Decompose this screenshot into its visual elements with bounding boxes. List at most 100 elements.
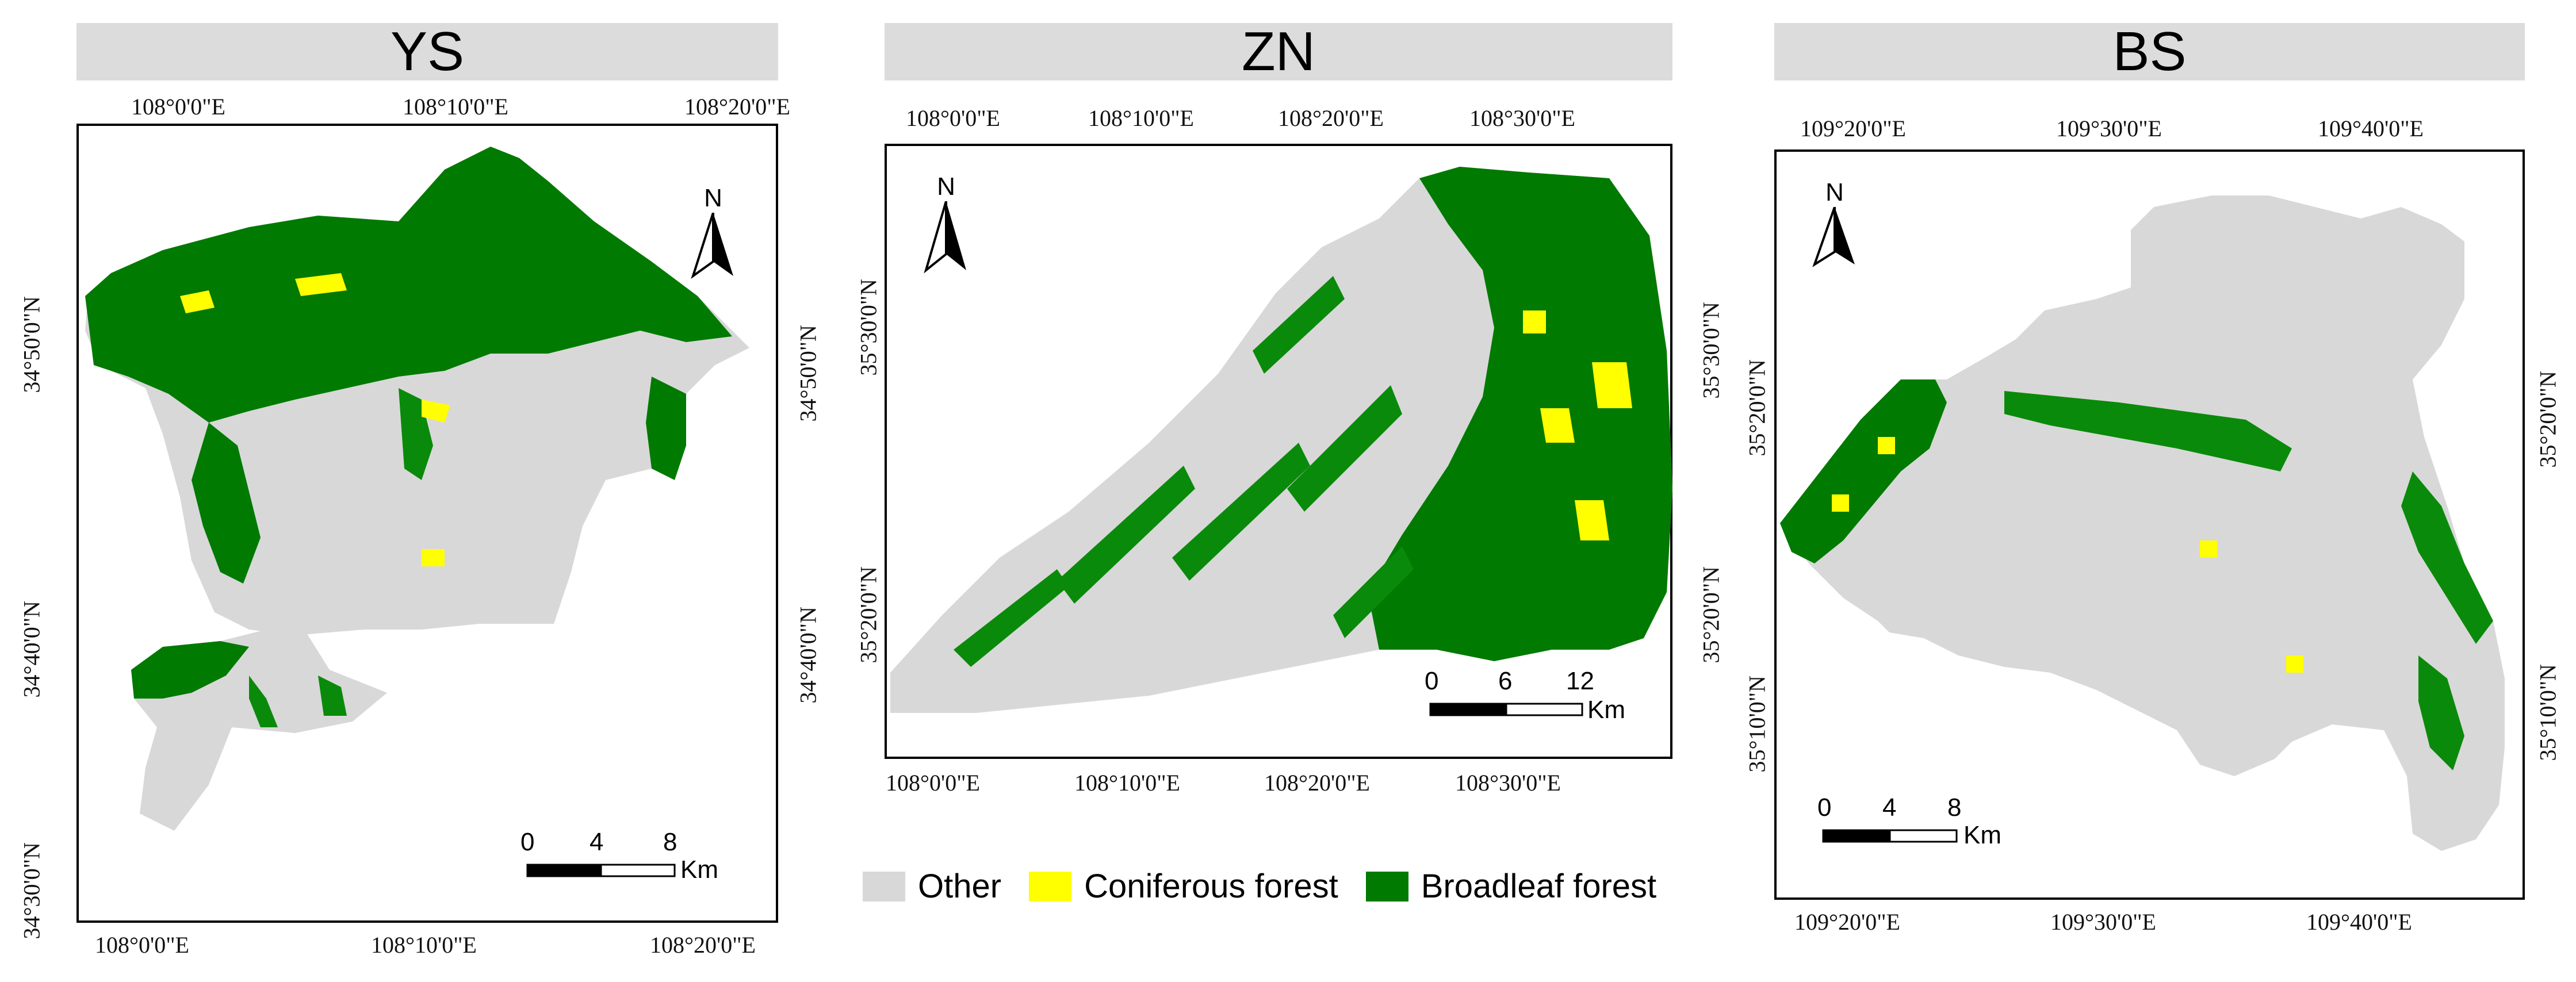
ys-bottom-tick-3: 108°20'0"E bbox=[650, 932, 756, 958]
bs-north-label: N bbox=[1825, 178, 1844, 206]
ys-scale-unit: Km bbox=[680, 856, 718, 884]
zn-region-broadleaf bbox=[1253, 276, 1345, 374]
ys-region-broadleaf bbox=[85, 147, 732, 423]
bs-bottom-tick-1: 109°20'0"E bbox=[1794, 909, 1900, 935]
zn-region-broadleaf bbox=[1057, 466, 1195, 604]
ys-left-tick-1: 34°50'0"N bbox=[18, 296, 45, 393]
zn-region-broadleaf bbox=[1287, 385, 1402, 512]
ys-top-tick-3: 108°20'0"E bbox=[684, 94, 790, 120]
ys-region-coniferous bbox=[180, 290, 215, 313]
zn-right-tick-1: 35°30'0"N bbox=[1698, 302, 1724, 399]
zn-scale-unit: Km bbox=[1587, 696, 1625, 724]
bs-region-coniferous bbox=[2200, 540, 2217, 558]
bs-scale-bar-graphic bbox=[1822, 829, 1958, 843]
ys-region-coniferous bbox=[422, 549, 445, 566]
bs-scalebar: 0 4 8 Km bbox=[1817, 793, 2001, 857]
legend-swatch-other bbox=[863, 871, 905, 902]
bs-left-tick-1: 35°20'0"N bbox=[1744, 359, 1770, 457]
zn-bottom-tick-4: 108°30'0"E bbox=[1455, 770, 1561, 796]
bs-bottom-tick-2: 109°30'0"E bbox=[2050, 909, 2156, 935]
ys-bottom-tick-1: 108°0'0"E bbox=[95, 932, 189, 958]
zn-region-coniferous bbox=[1592, 362, 1632, 408]
bs-left-tick-2: 35°10'0"N bbox=[1744, 676, 1770, 773]
ys-top-tick-1: 108°0'0"E bbox=[131, 94, 225, 120]
panel-title-ys: YS bbox=[76, 23, 778, 80]
ys-north-label: N bbox=[704, 184, 722, 212]
legend-item-coniferous: Coniferous forest bbox=[1029, 867, 1338, 906]
zn-top-tick-2: 108°10'0"E bbox=[1088, 105, 1194, 131]
ys-top-tick-2: 108°10'0"E bbox=[403, 94, 508, 120]
legend-item-other: Other bbox=[863, 867, 1001, 906]
north-arrow-icon bbox=[1812, 206, 1855, 267]
bs-right-tick-1: 35°20'0"N bbox=[2535, 371, 2561, 468]
bs-region-coniferous bbox=[2286, 655, 2303, 673]
ys-right-tick-2: 34°40'0"N bbox=[795, 607, 821, 704]
legend-label-coniferous: Coniferous forest bbox=[1084, 868, 1338, 905]
zn-bottom-tick-1: 108°0'0"E bbox=[886, 770, 980, 796]
bs-bottom-tick-3: 109°40'0"E bbox=[2306, 909, 2412, 935]
legend-label-other: Other bbox=[918, 868, 1002, 905]
bs-top-tick-1: 109°20'0"E bbox=[1800, 116, 1906, 141]
ys-map bbox=[85, 147, 749, 831]
bs-north-arrow: N bbox=[1812, 178, 1858, 273]
ys-lower-region-broadleaf bbox=[131, 641, 249, 699]
zn-region-broadleaf bbox=[1333, 546, 1414, 638]
zn-region-broadleaf bbox=[1172, 443, 1310, 581]
ys-region-coniferous bbox=[422, 400, 450, 423]
zn-map bbox=[890, 167, 1672, 713]
zn-right-tick-2: 35°20'0"N bbox=[1698, 566, 1724, 663]
bs-scale-max: 8 bbox=[1947, 793, 1962, 822]
zn-north-label: N bbox=[937, 172, 955, 201]
bs-region-coniferous bbox=[1832, 494, 1849, 512]
bs-scale-unit: Km bbox=[1963, 821, 2001, 849]
zn-left-tick-2: 35°20'0"N bbox=[855, 566, 882, 663]
north-arrow-icon bbox=[924, 201, 966, 274]
zn-bottom-tick-3: 108°20'0"E bbox=[1264, 770, 1370, 796]
ys-scale-max: 8 bbox=[663, 828, 678, 856]
zn-top-tick-3: 108°20'0"E bbox=[1278, 105, 1384, 131]
ys-scale-0: 0 bbox=[520, 828, 535, 856]
zn-left-tick-1: 35°30'0"N bbox=[855, 279, 882, 376]
north-arrow-icon bbox=[691, 212, 733, 279]
ys-north-arrow: N bbox=[690, 184, 736, 285]
zn-top-tick-1: 108°0'0"E bbox=[906, 105, 1000, 131]
zn-region-coniferous bbox=[1575, 500, 1609, 540]
ys-region-broadleaf bbox=[192, 423, 261, 584]
zn-scale-0: 0 bbox=[1425, 667, 1439, 695]
panel-title-zn: ZN bbox=[885, 23, 1672, 80]
bs-region-broadleaf bbox=[2004, 391, 2292, 471]
bs-top-tick-3: 109°40'0"E bbox=[2318, 116, 2424, 141]
legend: Other Coniferous forest Broadleaf forest bbox=[863, 867, 1684, 906]
ys-scalebar: 0 4 8 Km bbox=[520, 828, 718, 891]
zn-region-broadleaf bbox=[954, 569, 1069, 667]
zn-scalebar: 0 6 12 Km bbox=[1425, 667, 1636, 736]
zn-scale-max: 12 bbox=[1566, 667, 1594, 695]
ys-left-tick-3: 34°30'0"N bbox=[18, 842, 45, 939]
bs-region-broadleaf bbox=[1780, 379, 1947, 563]
legend-swatch-broadleaf bbox=[1365, 871, 1408, 902]
ys-lower-region-broadleaf bbox=[249, 676, 278, 727]
ys-bottom-tick-2: 108°10'0"E bbox=[371, 932, 477, 958]
ys-region-coniferous bbox=[295, 273, 347, 296]
bs-right-tick-2: 35°10'0"N bbox=[2535, 664, 2561, 761]
bs-region-broadleaf bbox=[2401, 471, 2493, 644]
bs-scale-0: 0 bbox=[1817, 793, 1832, 822]
bs-scale-mid: 4 bbox=[1882, 793, 1897, 822]
legend-label-broadleaf: Broadleaf forest bbox=[1421, 868, 1657, 905]
legend-swatch-coniferous bbox=[1029, 871, 1072, 902]
ys-lower-region-broadleaf bbox=[318, 676, 347, 716]
bs-map bbox=[1780, 195, 2505, 851]
zn-region-coniferous bbox=[1523, 310, 1546, 333]
ys-right-tick-1: 34°50'0"N bbox=[795, 325, 821, 422]
bs-region-broadleaf bbox=[2418, 655, 2464, 770]
ys-scale-mid: 4 bbox=[590, 828, 604, 856]
panel-title-bs: BS bbox=[1774, 23, 2525, 80]
zn-bottom-tick-2: 108°10'0"E bbox=[1074, 770, 1180, 796]
zn-top-tick-4: 108°30'0"E bbox=[1469, 105, 1575, 131]
ys-region-broadleaf bbox=[646, 377, 686, 480]
zn-north-arrow: N bbox=[923, 172, 969, 279]
ys-scale-bar-graphic bbox=[526, 864, 676, 877]
bs-region-other bbox=[1780, 195, 2505, 851]
zn-region-coniferous bbox=[1540, 408, 1575, 443]
bs-top-tick-2: 109°30'0"E bbox=[2056, 116, 2162, 141]
